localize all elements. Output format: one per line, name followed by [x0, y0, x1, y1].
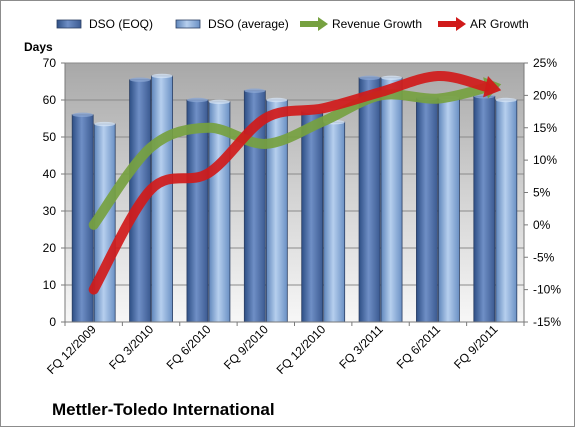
y-tick-label: 50: [43, 130, 57, 144]
bar-dso-average: [438, 97, 460, 323]
bar-dso-eoq: [473, 95, 496, 323]
ar-growth-arrowhead: [483, 76, 502, 98]
bar-dso-average: [265, 99, 288, 323]
y2-tick-label: 10%: [533, 153, 557, 167]
bar-cap: [208, 99, 230, 105]
y2-tick-label: -15%: [533, 315, 561, 329]
legend-label-ar-growth: AR Growth: [470, 17, 529, 31]
legend: DSO (EOQ) DSO (average) Revenue Growth AR G…: [56, 17, 529, 31]
y2-tick-label: -10%: [533, 283, 561, 297]
y-tick-label: 0: [49, 315, 56, 329]
y-tick-label: 60: [43, 93, 57, 107]
bar-cap: [266, 97, 288, 103]
bar-dso-average: [323, 121, 346, 323]
bar-dso-average: [380, 77, 403, 323]
ar-growth-line: [88, 70, 491, 295]
bar-cap: [94, 121, 116, 127]
y2-tick-label: 20%: [533, 88, 557, 102]
legend-label-revenue-growth: Revenue Growth: [332, 17, 422, 31]
y2-tick-label: -5%: [533, 250, 555, 264]
y-tick-label: 70: [43, 56, 57, 70]
bars: [71, 73, 518, 323]
bar-cap: [381, 75, 403, 81]
bar-cap: [186, 97, 208, 103]
y-tick-label: 20: [43, 241, 57, 255]
bar-cap: [244, 88, 266, 93]
bar-cap: [495, 97, 517, 103]
bar-dso-eoq: [301, 110, 324, 323]
bar-cap: [359, 75, 381, 81]
bar-cap: [151, 73, 173, 79]
y2-tick-label: 5%: [533, 186, 551, 200]
y2-tick-label: 15%: [533, 121, 557, 135]
y2-tick-label: 25%: [533, 56, 557, 70]
legend-arrowhead-ar-growth: [456, 17, 466, 31]
bar-dso-eoq: [358, 77, 381, 323]
y2-tick-label: 0%: [533, 218, 551, 232]
y-axis-label: Days: [24, 40, 53, 54]
legend-label-dso-average-: DSO (average): [208, 17, 289, 31]
legend-label-dso-eoq-: DSO (EOQ): [89, 17, 153, 31]
revenue-growth-line: [88, 82, 491, 230]
bar-dso-eoq: [416, 97, 438, 323]
bar-dso-average: [151, 75, 173, 323]
y-tick-label: 30: [43, 204, 57, 218]
y-tick-label: 10: [43, 278, 57, 292]
y-tick-label: 40: [43, 167, 57, 181]
legend-swatch-dso-average-: [175, 19, 201, 29]
bar-dso-average: [495, 99, 518, 323]
bar-cap: [72, 112, 94, 118]
bar-cap: [129, 77, 151, 82]
growth-lines: [88, 70, 502, 295]
legend-arrowhead-revenue-growth: [318, 17, 328, 31]
chart-title: Mettler-Toledo International: [52, 400, 275, 419]
legend-swatch-dso-eoq-: [56, 19, 82, 29]
